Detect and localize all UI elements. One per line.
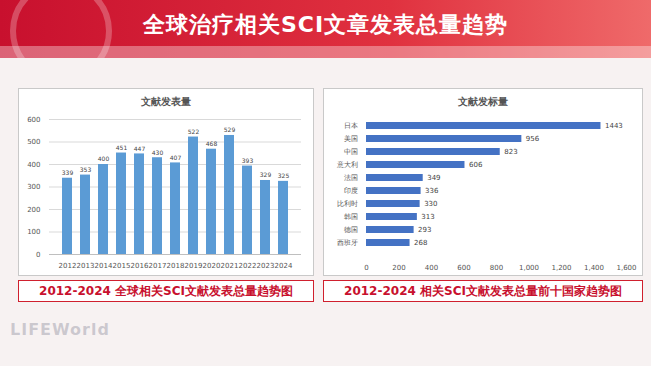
- svg-text:2021: 2021: [221, 262, 239, 270]
- svg-text:522: 522: [188, 128, 200, 135]
- svg-text:1,600: 1,600: [616, 264, 636, 272]
- svg-text:0: 0: [364, 264, 368, 272]
- svg-text:2024: 2024: [275, 262, 293, 270]
- svg-text:2017: 2017: [149, 262, 167, 270]
- svg-text:400: 400: [27, 161, 40, 169]
- svg-text:823: 823: [504, 148, 517, 156]
- svg-text:2019: 2019: [185, 262, 203, 270]
- svg-text:451: 451: [116, 144, 128, 151]
- html-text:LIFEWorld: LIFEWorld: [10, 320, 110, 339]
- svg-text:西班牙: 西班牙: [337, 239, 358, 247]
- svg-text:800: 800: [490, 264, 503, 272]
- svg-text:美国: 美国: [344, 135, 358, 143]
- svg-text:2013: 2013: [77, 262, 95, 270]
- svg-text:393: 393: [242, 157, 254, 164]
- svg-text:325: 325: [278, 172, 290, 179]
- html-text:全球治疗相关SCI文章发表总量趋势: 全球治疗相关SCI文章发表总量趋势: [142, 12, 509, 37]
- svg-text:600: 600: [457, 264, 470, 272]
- svg-text:日本: 日本: [344, 122, 358, 130]
- svg-text:400: 400: [98, 155, 110, 162]
- svg-text:1,000: 1,000: [519, 264, 539, 272]
- svg-text:200: 200: [27, 206, 40, 214]
- svg-text:313: 313: [421, 213, 434, 221]
- svg-text:349: 349: [427, 174, 440, 182]
- svg-text:100: 100: [27, 228, 40, 236]
- svg-text:1,200: 1,200: [551, 264, 571, 272]
- svg-text:600: 600: [27, 116, 40, 124]
- svg-text:印度: 印度: [344, 187, 358, 195]
- svg-text:2022: 2022: [239, 262, 257, 270]
- svg-text:606: 606: [469, 161, 483, 169]
- svg-text:2016: 2016: [131, 262, 149, 270]
- svg-text:956: 956: [526, 135, 540, 143]
- svg-text:268: 268: [414, 239, 427, 247]
- svg-text:336: 336: [425, 187, 439, 195]
- svg-text:意大利: 意大利: [336, 161, 358, 169]
- svg-text:330: 330: [424, 200, 437, 208]
- svg-text:法国: 法国: [344, 174, 358, 182]
- svg-text:329: 329: [260, 171, 272, 178]
- svg-text:2015: 2015: [113, 262, 131, 270]
- svg-text:293: 293: [418, 226, 431, 234]
- svg-text:2014: 2014: [95, 262, 113, 270]
- svg-text:韩国: 韩国: [344, 213, 358, 221]
- html-text:2012-2024 相关SCI文献发表总量前十国家趋势图: 2012-2024 相关SCI文献发表总量前十国家趋势图: [344, 284, 622, 298]
- svg-text:德国: 德国: [344, 226, 358, 234]
- svg-text:2020: 2020: [203, 262, 221, 270]
- svg-text:407: 407: [170, 154, 182, 161]
- svg-text:2018: 2018: [167, 262, 185, 270]
- svg-text:529: 529: [224, 126, 236, 133]
- svg-text:339: 339: [62, 169, 74, 176]
- svg-text:468: 468: [206, 140, 218, 147]
- svg-text:中国: 中国: [344, 148, 358, 156]
- svg-text:300: 300: [27, 183, 40, 191]
- svg-text:200: 200: [392, 264, 405, 272]
- svg-text:400: 400: [425, 264, 438, 272]
- svg-text:353: 353: [80, 166, 92, 173]
- svg-text:0: 0: [36, 251, 40, 259]
- svg-text:比利时: 比利时: [337, 200, 358, 208]
- svg-text:430: 430: [152, 149, 164, 156]
- html-text:文献发表量: 文献发表量: [141, 96, 191, 107]
- svg-text:2023: 2023: [257, 262, 275, 270]
- svg-text:447: 447: [134, 145, 146, 152]
- svg-text:1,400: 1,400: [584, 264, 604, 272]
- html-text:文献发标量: 文献发标量: [458, 96, 508, 107]
- svg-text:2012: 2012: [59, 262, 77, 270]
- html-text:2012-2024 全球相关SCI文献发表总量趋势图: 2012-2024 全球相关SCI文献发表总量趋势图: [39, 284, 293, 298]
- svg-text:500: 500: [27, 138, 40, 146]
- svg-text:1443: 1443: [605, 122, 623, 130]
